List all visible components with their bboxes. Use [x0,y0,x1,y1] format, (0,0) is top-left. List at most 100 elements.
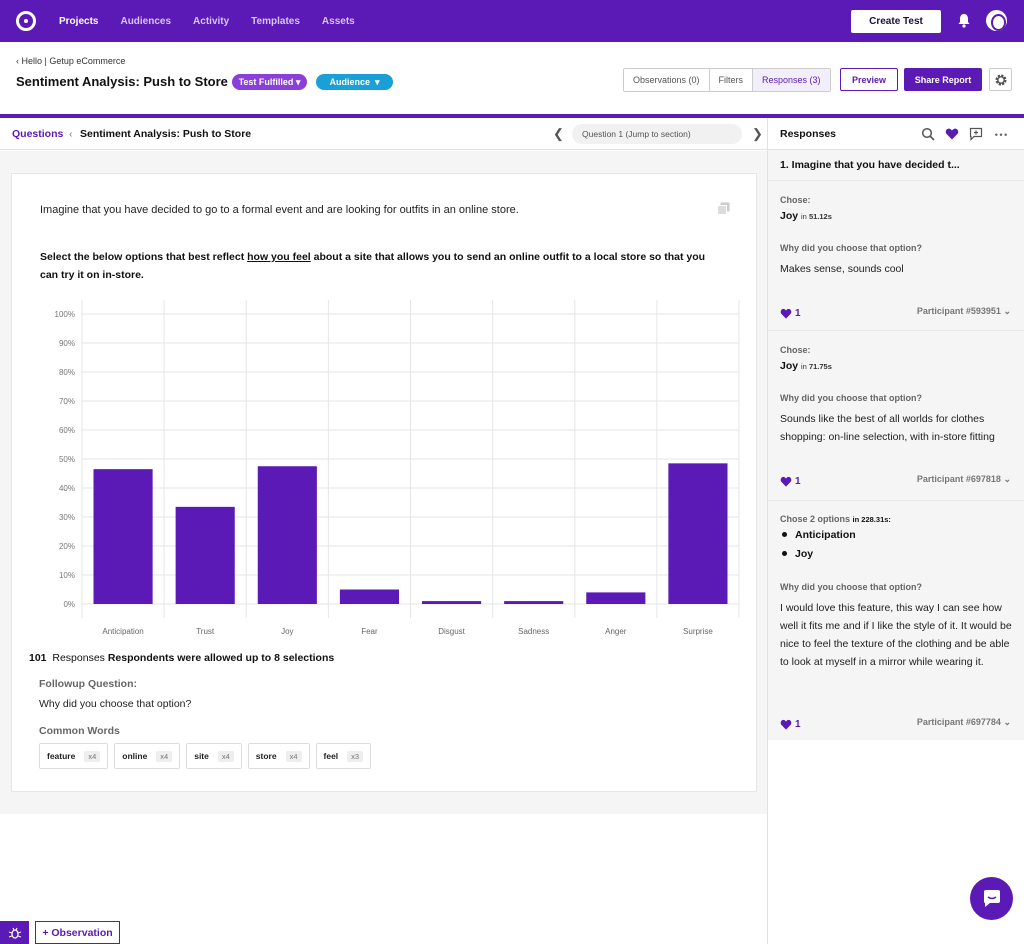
responses-question-text: 1. Imagine that you have decided t... [780,159,960,171]
participant-id: Participant #593951 [916,306,1001,316]
nav-audiences[interactable]: Audiences [120,15,172,27]
chose-label: Chose 2 options in 228.31s: [780,514,891,524]
y-tick-label: 50% [59,455,75,464]
heart-icon[interactable] [780,476,792,487]
search-icon[interactable] [921,127,935,141]
why-label: Why did you choose that option? [780,582,922,592]
time-value: 228.31s: [861,515,891,524]
nav-projects[interactable]: Projects [59,15,99,27]
y-tick-label: 60% [59,426,75,435]
participant-id: Participant #697784 [916,717,1001,727]
nav-assets[interactable]: Assets [321,15,355,27]
common-word-count: x4 [84,750,101,762]
create-test-button[interactable]: Create Test [851,10,941,33]
answer-value: Joy [780,210,799,222]
status-badge[interactable]: Test Fulfilled ▾ [232,74,307,90]
top-nav: Projects Audiences Activity Templates As… [0,0,1024,42]
common-word-chip[interactable]: site x4 [186,743,242,769]
tab-observations[interactable]: Observations (0) [624,69,710,91]
user-avatar[interactable] [986,10,1007,31]
question-card: Imagine that you have decided to go to a… [11,173,757,792]
instruction-after: about a site that allows you to send an … [40,251,706,281]
bar-fear [339,589,400,604]
bar-anticipation [93,469,153,604]
responses-panel-header: Responses [768,118,1024,150]
common-word-count: x4 [156,750,173,762]
x-tick-label: Sadness [518,627,549,636]
bar-joy [257,466,317,604]
x-tick-label: Surprise [683,627,713,636]
common-word-chip[interactable]: store x4 [247,743,310,769]
common-word: feel [323,751,339,761]
add-comment-icon[interactable] [969,127,983,141]
tab-responses[interactable]: Responses (3) [753,69,830,91]
chosen-option: Anticipation [780,525,856,544]
participant-dropdown[interactable]: Participant #697784 ⌄ [916,717,1011,727]
heart-filter-icon[interactable] [945,127,959,141]
questions-link[interactable]: Questions [12,128,64,140]
responses-label: Responses [52,652,105,664]
view-tabs: Observations (0) Filters Responses (3) [623,68,831,92]
settings-button[interactable] [989,68,1012,91]
response-card: Chose 2 options in 228.31s: Anticipation… [768,500,1024,740]
common-word-count: x3 [347,750,364,762]
x-tick-label: Joy [281,627,293,636]
answer-value: Joy [780,360,799,372]
response-time: in 71.75s [801,362,832,371]
next-question-icon[interactable]: ❯ [752,126,763,141]
chevron-left-icon: ‹ [69,128,73,140]
prev-question-icon[interactable]: ❮ [553,126,564,141]
bell-icon[interactable] [957,13,971,28]
responses-question: 1. Imagine that you have decided t... [768,150,1024,180]
response-answer: Joy in 51.12s [780,210,832,222]
chose-label: Chose: [780,345,811,355]
responses-count: 101 [29,652,47,664]
bug-icon [8,927,21,939]
responses-panel-title: Responses [780,128,837,140]
question-bar-title: Sentiment Analysis: Push to Store [80,128,252,140]
jump-to-section-select[interactable]: Question 1 (Jump to section) [572,124,742,144]
participant-dropdown[interactable]: Participant #697818 ⌄ [916,474,1011,484]
response-time: in 228.31s: [853,515,891,524]
sentiment-bar-chart: 0% 10% 20% 30% 40% 50% 60% 70% 80% 90% 100% Anticip… [55,300,740,636]
nav-activity[interactable]: Activity [193,15,230,27]
response-answer: Joy in 71.75s [780,360,832,372]
audience-dropdown[interactable]: Audience ▾ [316,74,393,90]
share-report-button[interactable]: Share Report [904,68,982,91]
tab-filters[interactable]: Filters [710,69,754,91]
more-options-icon[interactable] [994,127,1008,141]
chose-options-label: Chose 2 options [780,514,851,524]
instruction-before: Select the below options that best refle… [40,251,248,263]
question-prompt: Imagine that you have decided to go to a… [40,204,519,216]
nav-templates[interactable]: Templates [251,15,300,27]
heart-icon[interactable] [780,308,792,319]
common-word-chip[interactable]: online x4 [114,743,181,769]
why-label: Why did you choose that option? [780,393,922,403]
common-word: site [194,751,209,761]
why-label: Why did you choose that option? [780,243,922,253]
chose-label: Chose: [780,195,811,205]
common-word-chip[interactable]: feel x3 [315,743,372,769]
nav-links: Projects Audiences Activity Templates As… [59,0,377,42]
app-logo-icon[interactable] [16,11,36,31]
y-tick-label: 10% [59,571,75,580]
common-word-chip[interactable]: feature x4 [39,743,109,769]
bar-disgust [421,601,482,604]
chosen-option: Joy [780,544,856,563]
page-title: Sentiment Analysis: Push to Store [16,74,228,89]
like-count: 1 [795,308,801,319]
responses-summary: 101 Responses Respondents were allowed u… [29,652,334,664]
bug-report-button[interactable] [0,921,29,944]
participant-dropdown[interactable]: Participant #593951 ⌄ [916,306,1011,316]
instruction-link: how you feel [247,251,311,263]
chosen-options-list: Anticipation Joy [780,525,856,563]
breadcrumb[interactable]: ‹ Hello | Getup eCommerce [16,56,126,66]
common-word-count: x4 [285,750,302,762]
copy-icon[interactable] [717,202,730,215]
add-observation-button[interactable]: + Observation [35,921,120,944]
preview-button[interactable]: Preview [840,68,898,91]
chat-button[interactable] [970,877,1013,920]
y-tick-label: 0% [63,600,75,609]
heart-icon[interactable] [780,719,792,730]
x-tick-label: Disgust [438,627,465,636]
